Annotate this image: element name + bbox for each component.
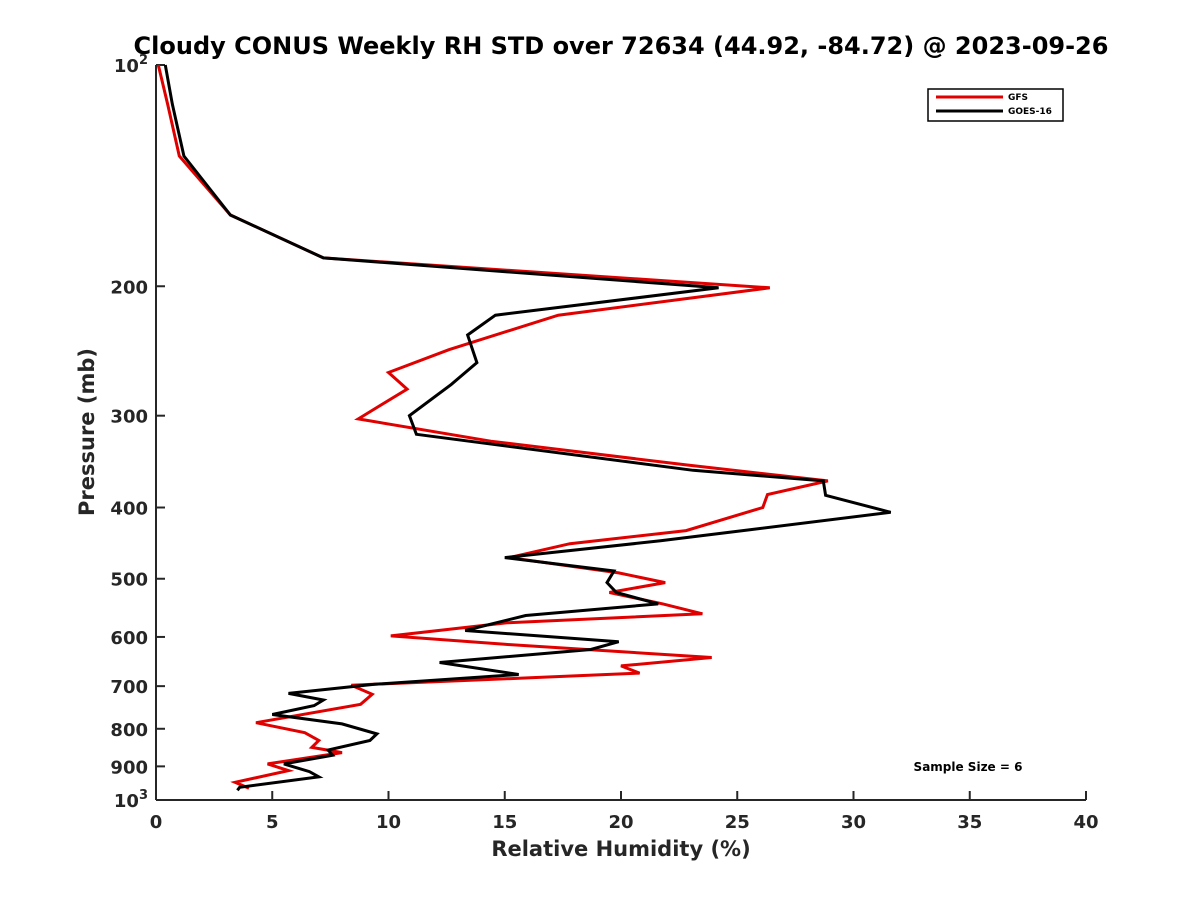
y-tick-label: 400 (110, 499, 148, 520)
x-tick-label: 10 (376, 812, 401, 833)
x-tick-label: 40 (1073, 812, 1098, 833)
legend: GFS GOES-16 (927, 88, 1064, 122)
y-tick-label: 300 (110, 407, 148, 428)
y-tick-label: 900 (110, 757, 148, 778)
legend-label: GFS (1008, 93, 1028, 103)
sample-size-annotation: Sample Size = 6 (914, 760, 1023, 774)
y-axis-label: Pressure (mb) (75, 348, 99, 516)
x-tick-label: 30 (841, 812, 866, 833)
series-layer (156, 64, 892, 792)
y-tick-label: 700 (110, 677, 148, 698)
y-axis-ticks: 102 200 300 400 500 600 700 800 900 103 (110, 53, 165, 812)
y-tick-label: 800 (110, 720, 148, 741)
y-tick-label: 103 (114, 788, 148, 812)
y-tick-label: 600 (110, 628, 148, 649)
x-tick-label: 25 (725, 812, 750, 833)
x-axis-ticks: 0 5 10 15 20 25 30 35 40 (150, 791, 1099, 833)
series-line-gfs (156, 64, 829, 790)
y-tick-label: 200 (110, 277, 148, 298)
y-tick-label: 500 (110, 570, 148, 591)
x-tick-label: 0 (150, 812, 163, 833)
chart-title: Cloudy CONUS Weekly RH STD over 72634 (4… (134, 32, 1109, 60)
y-tick-label: 102 (114, 53, 148, 77)
x-tick-label: 15 (492, 812, 517, 833)
x-tick-label: 35 (957, 812, 982, 833)
x-tick-label: 20 (608, 812, 633, 833)
legend-label: GOES-16 (1008, 107, 1052, 117)
legend-box (927, 88, 1064, 122)
x-axis-label: Relative Humidity (%) (491, 837, 750, 861)
series-line-goes-16 (163, 64, 892, 792)
x-tick-label: 5 (266, 812, 279, 833)
